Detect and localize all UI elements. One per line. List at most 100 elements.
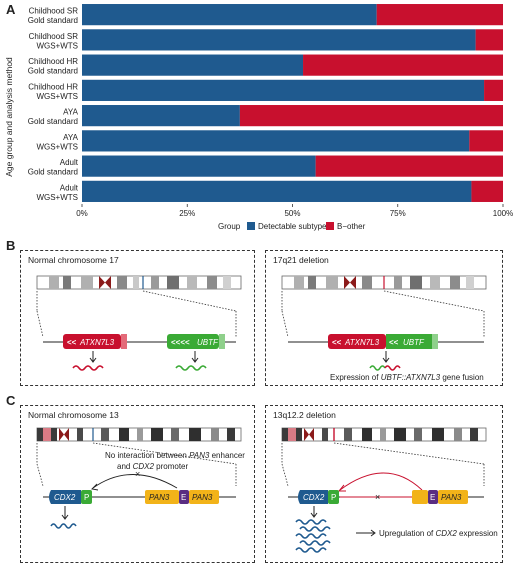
category-label-7-1: WGS+WTS <box>36 193 78 202</box>
fusion-atxn-label: ATXN7L3 <box>344 338 380 347</box>
panel-label-c: C <box>6 393 16 408</box>
deletion-17q21-diagram: << ATXN7L3 << UBTF Expression of UBTF::A… <box>281 275 487 382</box>
bar-detectable-3 <box>82 79 485 101</box>
pan3-enhancer-label: E <box>181 493 186 502</box>
x-tick-label-2: 50% <box>284 209 300 218</box>
cdx2-transcript <box>50 523 77 529</box>
x-tick-label-4: 100% <box>493 209 513 218</box>
panel-label-b: B <box>6 238 16 253</box>
cdx2-label-deleted: CDX2 <box>303 493 325 502</box>
pan3-enhancer-label-deleted: E <box>430 493 435 502</box>
category-label-0-0: Childhood SR <box>29 7 79 16</box>
legend-label-detectable: Detectable subtype <box>258 222 327 231</box>
cdx2-promoter-label-deleted: P <box>331 493 336 502</box>
fusion-ubtf-label: UBTF <box>403 338 425 347</box>
interaction-arc <box>92 474 178 489</box>
pan3-label-2: PAN3 <box>192 493 213 502</box>
x-tick-label-0: 0% <box>76 209 88 218</box>
fusion-atxn-arrows: << <box>332 338 342 347</box>
y-axis-title: Age group and analysis method <box>4 57 14 177</box>
chromosome-17-ideogram <box>36 275 242 290</box>
fusion-transcript-red <box>384 365 401 371</box>
bar-b-other-7 <box>471 180 503 202</box>
legend-swatch-b-other <box>326 222 334 230</box>
x-axis-ticks: 0% 25% 50% 75% 100% <box>76 204 513 218</box>
bars-group <box>82 4 503 202</box>
category-label-3-1: WGS+WTS <box>36 92 78 101</box>
category-label-1-1: WGS+WTS <box>36 41 78 50</box>
deletion-13q12-diagram: × CDX2 P E PAN3 Upregulation of CDX2 exp… <box>281 427 498 553</box>
atxn7l3-direction-arrows: << <box>67 338 77 347</box>
bar-detectable-7 <box>82 180 472 202</box>
bar-b-other-6 <box>315 155 503 177</box>
panel-b-left-title: Normal chromosome 17 <box>28 255 119 265</box>
legend-swatch-detectable <box>247 222 255 230</box>
pan3-label-deleted: PAN3 <box>441 493 462 502</box>
bar-b-other-3 <box>484 79 503 101</box>
upregulation-caption: Upregulation of CDX2 expression <box>379 529 498 538</box>
category-label-3-0: Childhood HR <box>28 82 78 91</box>
pan3-gene-deleted: E PAN3 <box>412 490 468 504</box>
category-label-4-0: AYA <box>63 108 78 117</box>
cdx2-gene: CDX2 P <box>49 490 92 504</box>
panel-c-left-title: Normal chromosome 13 <box>28 410 119 420</box>
panel-label-a: A <box>6 2 16 17</box>
no-interaction-note-line2: and CDX2 promoter <box>117 462 188 471</box>
x-tick-label-3: 75% <box>390 209 406 218</box>
bar-b-other-5 <box>469 130 503 152</box>
chart-svg: Age group and analysis method Childhood … <box>4 4 513 231</box>
normal-chr13-diagram: No interaction between PAN3 enhancer and… <box>36 427 245 529</box>
bar-detectable-0 <box>82 4 377 26</box>
category-label-5-0: AYA <box>63 133 78 142</box>
bar-detectable-4 <box>82 105 240 127</box>
legend: Group Detectable subtype B−other <box>218 222 366 231</box>
cdx2-label: CDX2 <box>54 493 76 502</box>
stacked-bar-chart: Age group and analysis method Childhood … <box>0 0 520 240</box>
category-label-2-1: Gold standard <box>28 67 78 76</box>
panel-c-right-box: 13q12.2 deletion × C <box>265 405 503 563</box>
category-label-6-0: Adult <box>60 158 79 167</box>
bar-b-other-4 <box>239 105 503 127</box>
blocked-interaction-cross: × <box>135 469 140 479</box>
category-label-5-1: WGS+WTS <box>36 142 78 151</box>
category-label-7-0: Adult <box>60 183 79 192</box>
bar-detectable-5 <box>82 130 470 152</box>
category-label-1-0: Childhood SR <box>29 32 79 41</box>
fusion-gene: << ATXN7L3 << UBTF <box>328 334 438 349</box>
bar-detectable-1 <box>82 29 476 51</box>
ubtf-direction-arrows: <<<< <box>171 338 190 347</box>
chromosome-13-ideogram <box>36 427 242 442</box>
legend-title: Group <box>218 222 241 231</box>
cdx2-promoter-label: P <box>84 493 89 502</box>
legend-label-b-other: B−other <box>337 222 366 231</box>
y-axis-title-group: Age group and analysis method <box>4 57 14 177</box>
atxn7l3-label: ATXN7L3 <box>79 338 115 347</box>
bar-detectable-6 <box>82 155 316 177</box>
ubtf-gene: <<<< UBTF <box>167 334 225 349</box>
bar-b-other-2 <box>303 54 503 76</box>
deleted-segment-cross: × <box>375 492 380 502</box>
pan3-gene: PAN3 E PAN3 <box>145 490 219 504</box>
normal-chr17-diagram: << ATXN7L3 <<<< UBTF <box>36 275 242 371</box>
panel-b-right-box: 17q21 deletion << ATXN7L3 << <box>265 250 503 386</box>
bar-detectable-2 <box>82 54 304 76</box>
chromosome-13-deleted-ideogram <box>281 427 487 442</box>
atxn7l3-transcript <box>72 365 104 371</box>
category-label-4-1: Gold standard <box>28 117 78 126</box>
panel-c-left-box: Normal chromosome 13 No interaction betw… <box>20 405 255 563</box>
bar-b-other-0 <box>376 4 503 26</box>
no-interaction-note-line1: No interaction between PAN3 enhancer <box>105 451 245 460</box>
bar-b-other-1 <box>475 29 503 51</box>
panel-b-right-title: 17q21 deletion <box>273 255 329 265</box>
panel-c-right-title: 13q12.2 deletion <box>273 410 336 420</box>
pan3-label-1: PAN3 <box>149 493 170 502</box>
panel-b-left-box: Normal chromosome 17 << ATXN7L <box>20 250 255 386</box>
enhancer-hijack-arc <box>339 472 423 491</box>
cdx2-gene-deleted: CDX2 P <box>298 490 339 504</box>
atxn7l3-gene: << ATXN7L3 <box>63 334 127 349</box>
x-tick-label-1: 25% <box>179 209 195 218</box>
fusion-expression-caption: Expression of UBTF::ATXN7L3 gene fusion <box>330 373 484 382</box>
cdx2-transcripts-upregulated <box>295 519 331 553</box>
ubtf-label: UBTF <box>197 338 219 347</box>
